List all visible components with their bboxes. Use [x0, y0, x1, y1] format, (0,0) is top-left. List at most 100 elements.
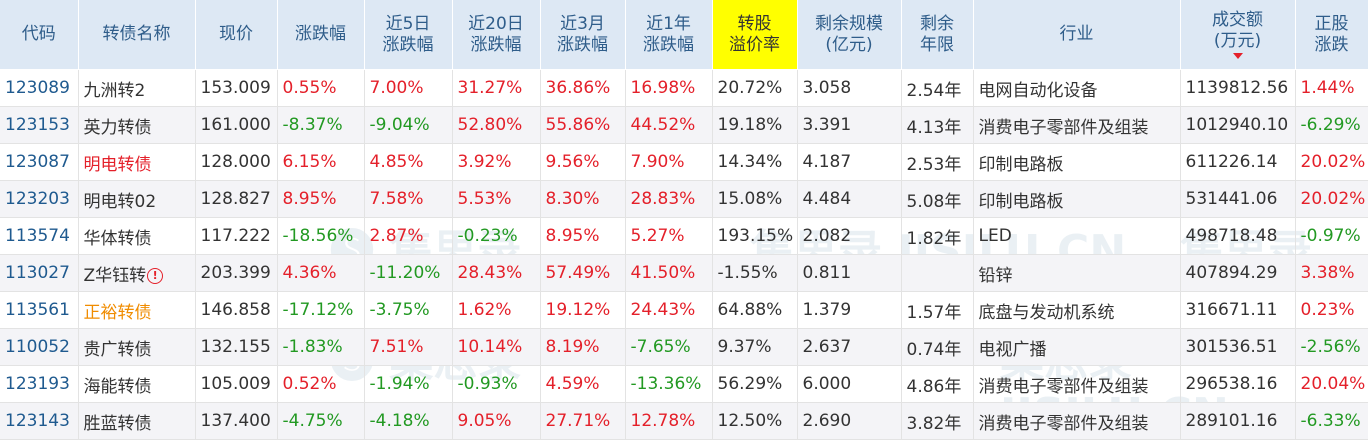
name-cell[interactable]: 华体转债: [78, 217, 196, 255]
code-cell[interactable]: 113574: [0, 217, 79, 255]
table-row[interactable]: 113574 华体转债 117.222 -18.56% 2.87% -0.23% 8.95%…: [0, 217, 1368, 255]
code-cell[interactable]: 123193: [0, 365, 79, 403]
change-1y-cell-text: 41.50%: [630, 263, 696, 283]
volume-cell: 296538.16: [1180, 365, 1296, 403]
change-5d-cell: 7.51%: [364, 328, 453, 366]
change-20d-cell: 1.62%: [452, 291, 541, 329]
column-header-chg20[interactable]: 近20日 涨跌幅: [452, 0, 541, 70]
change-cell: -8.37%: [277, 106, 365, 144]
change-1y-cell: 16.98%: [625, 69, 713, 107]
stock-change-cell-text: 20.04%: [1300, 374, 1366, 394]
premium-cell: 20.72%: [712, 69, 798, 107]
change-20d-cell-text: 10.14%: [457, 337, 523, 357]
price-cell-text: 128.000: [200, 152, 271, 172]
code-cell[interactable]: 123203: [0, 180, 79, 218]
column-header-chg[interactable]: 涨跌幅: [277, 0, 365, 70]
volume-cell-text: 301536.51: [1185, 337, 1278, 357]
column-header-chg3m[interactable]: 近3月 涨跌幅: [540, 0, 626, 70]
premium-cell: 193.15%: [712, 217, 798, 255]
price-cell-text: 117.222: [200, 226, 271, 246]
table-row[interactable]: 113027 Z华钰转! 203.399 4.36% -11.20% 28.43% 57.4…: [0, 254, 1368, 292]
table-row[interactable]: 123143 胜蓝转债 137.400 -4.75% -4.18% 9.05% 27.71%…: [0, 402, 1368, 440]
remaining-scale-cell-text: 2.637: [802, 337, 852, 357]
code-cell[interactable]: 123153: [0, 106, 79, 144]
price-cell: 146.858: [195, 291, 278, 329]
column-header-label: 正股: [1314, 13, 1349, 34]
column-header-years[interactable]: 剩余 年限: [901, 0, 974, 70]
premium-cell-text: 12.50%: [717, 411, 783, 431]
price-cell: 161.000: [195, 106, 278, 144]
change-cell-text: 6.15%: [282, 152, 337, 172]
change-1y-cell: 24.43%: [625, 291, 713, 329]
table-row[interactable]: 123087 明电转债 128.000 6.15% 4.85% 3.92% 9.56% 7.9…: [0, 143, 1368, 181]
change-5d-cell: -11.20%: [364, 254, 453, 292]
table-row[interactable]: 123089 九洲转2 153.009 0.55% 7.00% 31.27% 36.86% 1…: [0, 69, 1368, 107]
warning-icon[interactable]: !: [147, 267, 164, 284]
table-row[interactable]: 123193 海能转债 105.009 0.52% -1.94% -0.93% 4.59% -…: [0, 365, 1368, 403]
change-5d-cell-text: -11.20%: [369, 263, 441, 283]
table-row[interactable]: 110052 贵广转债 132.155 -1.83% 7.51% 10.14% 8.19% -…: [0, 328, 1368, 366]
column-header-sublabel: 年限: [920, 34, 954, 55]
change-cell: 8.95%: [277, 180, 365, 218]
name-cell[interactable]: Z华钰转!: [78, 254, 196, 292]
header-row: 代码 转债名称 现价 涨跌幅 近5日 涨跌幅 近20日 涨跌幅 近3月 涨跌幅 近1年 涨跌幅 转股 溢价…: [0, 0, 1368, 70]
change-20d-cell-text: 31.27%: [457, 78, 523, 98]
name-cell[interactable]: 英力转债: [78, 106, 196, 144]
stock-change-cell-text: 3.38%: [1300, 263, 1355, 283]
industry-cell: 底盘与发动机系统: [973, 291, 1181, 329]
change-3m-cell: 36.86%: [540, 69, 626, 107]
column-header-price[interactable]: 现价: [195, 0, 278, 70]
change-cell-text: 0.55%: [282, 78, 337, 98]
code-cell[interactable]: 123087: [0, 143, 79, 181]
remaining-scale-cell-text: 1.379: [802, 300, 852, 320]
volume-cell-text: 1139812.56: [1185, 78, 1289, 98]
name-cell[interactable]: 海能转债: [78, 365, 196, 403]
stock-change-cell: -2.56%: [1295, 328, 1368, 366]
name-cell[interactable]: 贵广转债: [78, 328, 196, 366]
column-header-label: 转股: [737, 13, 772, 34]
change-3m-cell: 8.95%: [540, 217, 626, 255]
change-5d-cell: 2.87%: [364, 217, 453, 255]
column-header-stock-chg[interactable]: 正股 涨跌: [1295, 0, 1368, 70]
column-header-chg5[interactable]: 近5日 涨跌幅: [364, 0, 453, 70]
remaining-scale-cell-text: 3.058: [802, 78, 852, 98]
name-cell[interactable]: 明电转02: [78, 180, 196, 218]
price-cell-text: 161.000: [200, 115, 271, 135]
change-20d-cell-text: -0.23%: [457, 226, 518, 246]
table-row[interactable]: 123203 明电转02 128.827 8.95% 7.58% 5.53% 8.30% 28…: [0, 180, 1368, 218]
column-header-premium[interactable]: 转股 溢价率: [712, 0, 798, 70]
price-cell-text: 128.827: [200, 189, 271, 209]
name-cell[interactable]: 明电转债: [78, 143, 196, 181]
column-header-name[interactable]: 转债名称: [78, 0, 196, 70]
change-1y-cell: -13.36%: [625, 365, 713, 403]
name-cell[interactable]: 正裕转债: [78, 291, 196, 329]
table-row[interactable]: 113561 正裕转债 146.858 -17.12% -3.75% 1.62% 19.12…: [0, 291, 1368, 329]
name-cell[interactable]: 胜蓝转债: [78, 402, 196, 440]
change-1y-cell-text: 24.43%: [630, 300, 696, 320]
change-1y-cell-text: 28.83%: [630, 189, 696, 209]
column-header-chg1y[interactable]: 近1年 涨跌幅: [625, 0, 713, 70]
name-cell-text: 海能转债: [83, 376, 152, 397]
table-row[interactable]: 123153 英力转债 161.000 -8.37% -9.04% 52.80% 55.86…: [0, 106, 1368, 144]
sort-desc-icon: [1232, 53, 1243, 59]
column-header-code[interactable]: 代码: [0, 0, 79, 70]
code-cell[interactable]: 110052: [0, 328, 79, 366]
code-cell[interactable]: 123143: [0, 402, 79, 440]
column-header-industry[interactable]: 行业: [973, 0, 1181, 70]
stock-change-cell-text: -0.97%: [1300, 226, 1361, 246]
remaining-years-cell: [901, 254, 974, 292]
column-header-scale[interactable]: 剩余规模 (亿元): [797, 0, 902, 70]
premium-cell: 19.18%: [712, 106, 798, 144]
change-5d-cell-text: 4.85%: [369, 152, 424, 172]
premium-cell-text: 15.08%: [717, 189, 783, 209]
code-cell[interactable]: 113027: [0, 254, 79, 292]
name-cell[interactable]: 九洲转2: [78, 69, 196, 107]
change-5d-cell: -3.75%: [364, 291, 453, 329]
change-5d-cell-text: 7.00%: [369, 78, 424, 98]
code-cell[interactable]: 113561: [0, 291, 79, 329]
column-header-volume[interactable]: 成交额 (万元): [1180, 0, 1296, 70]
code-cell[interactable]: 123089: [0, 69, 79, 107]
name-cell-text: 正裕转债: [83, 302, 152, 323]
change-5d-cell: 7.58%: [364, 180, 453, 218]
volume-cell-text: 316671.11: [1185, 300, 1278, 320]
